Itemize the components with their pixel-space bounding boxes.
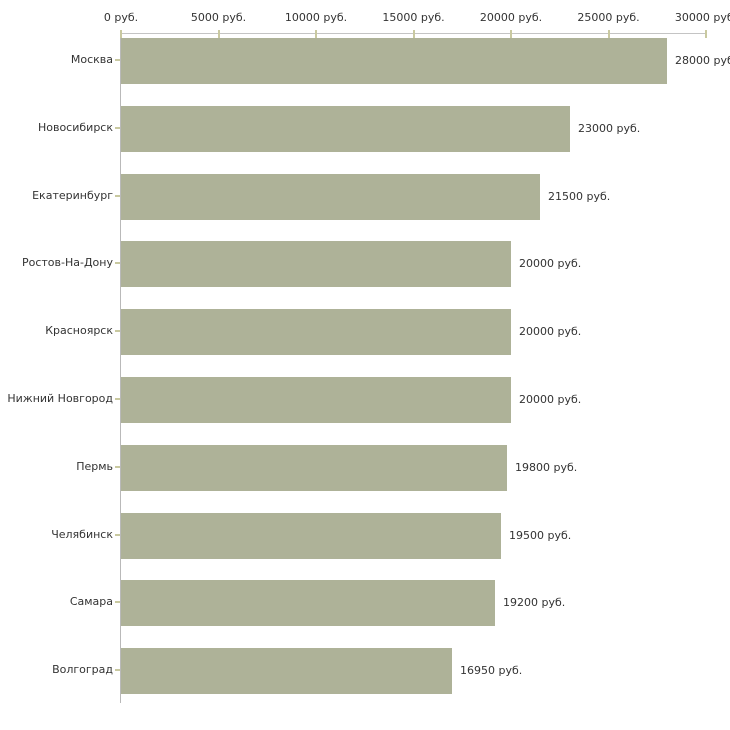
bar [121,648,452,694]
y-axis-tick [115,601,120,603]
y-axis-tick [115,398,120,400]
bar [121,377,511,423]
category-label: Самара [69,595,113,608]
bar [121,445,507,491]
bar [121,513,501,559]
plot-area: 0 руб. 5000 руб. 10000 руб. 15000 руб. 20000… [104,11,730,703]
x-axis-tick-label: 5000 руб. [190,11,247,24]
y-axis-tick [115,195,120,197]
x-axis-tick-label: 25000 руб. [577,11,640,24]
bar-value-label: 19500 руб. [509,529,572,542]
x-axis-tick [315,30,317,38]
bar-value-label: 19200 руб. [503,596,566,609]
x-axis-tick-label: 0 руб. [103,11,139,24]
bar [121,241,511,287]
y-axis-tick [115,127,120,129]
x-axis-tick [217,30,220,38]
category-label: Пермь [76,460,113,473]
category-label: Екатеринбург [32,189,113,202]
y-axis-tick [115,669,120,671]
x-axis-tick [412,30,415,38]
bar-value-label: 19800 руб. [515,461,578,474]
bar-value-label: 20000 руб. [519,393,582,406]
x-axis-tick [607,30,610,38]
bar-value-label: 21500 руб. [548,190,611,203]
x-axis-tick [705,30,707,38]
bar-value-label: 20000 руб. [519,325,582,338]
category-label: Москва [70,53,113,66]
category-label: Нижний Новгород [7,392,113,405]
y-axis-tick [115,262,120,264]
bar [121,174,540,220]
category-label: Ростов-На-Дону [21,256,113,269]
category-label: Челябинск [51,528,113,541]
bar-value-label: 28000 руб. [675,54,730,67]
category-label: Красноярск [45,324,113,337]
x-axis-tick [510,30,512,38]
x-axis-tick-label: 20000 руб. [479,11,543,24]
bar-value-label: 20000 руб. [519,257,582,270]
category-label: Новосибирск [37,121,113,134]
bar-value-label: 23000 руб. [578,122,641,135]
bar [121,38,667,84]
bar [121,106,570,152]
y-axis-tick [115,59,120,61]
x-axis-tick-label: 15000 руб. [382,11,445,24]
y-axis-tick [115,534,120,536]
x-axis-tick [120,30,122,38]
x-axis-tick-label: 10000 руб. [284,11,348,24]
bar [121,580,495,626]
y-axis-tick [115,466,120,468]
category-label: Волгоград [52,663,113,676]
bar-value-label: 16950 руб. [460,664,523,677]
y-axis-tick [115,330,120,332]
x-axis-tick-label: 30000 руб. [674,11,730,24]
bar [121,309,511,355]
